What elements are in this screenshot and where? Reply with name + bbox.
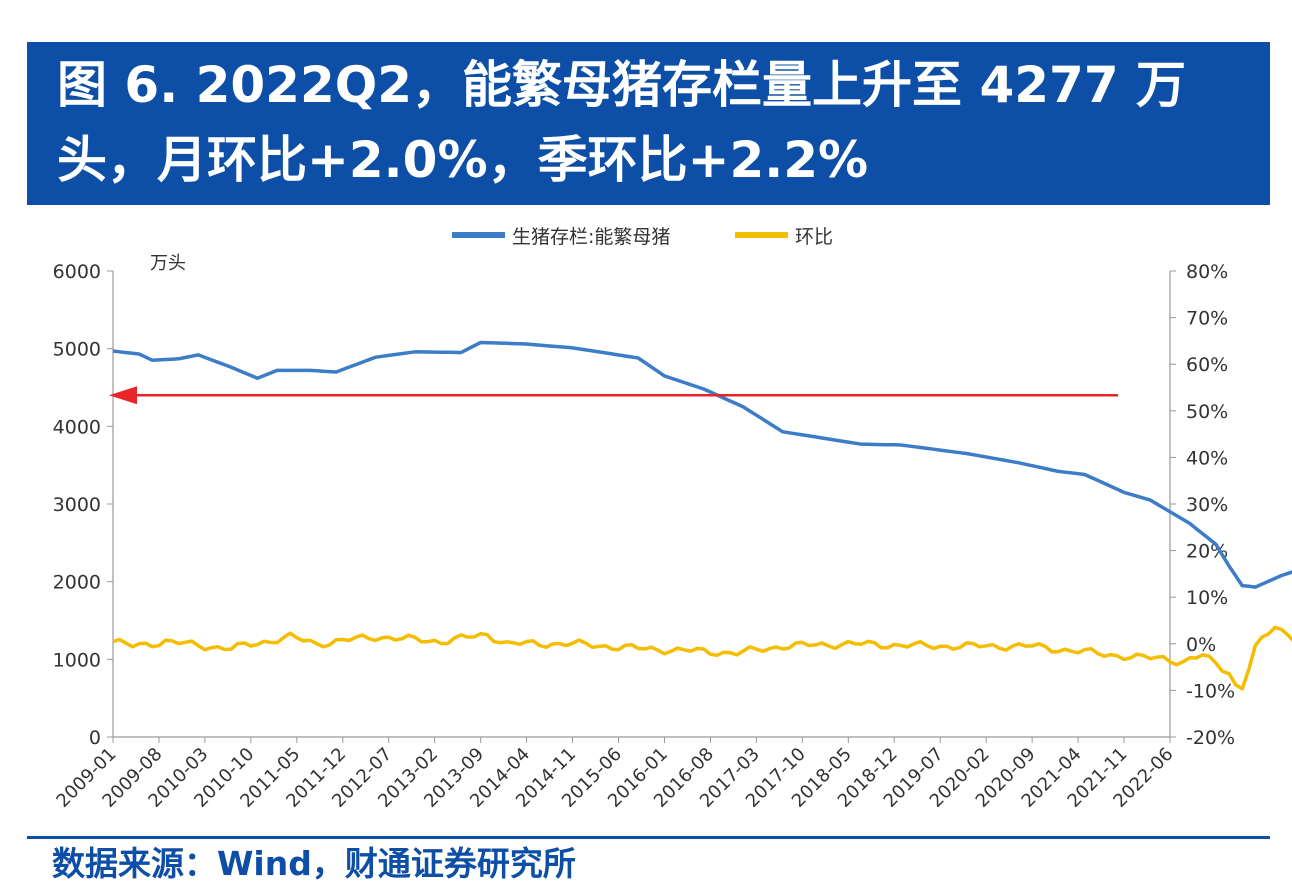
y-left-unit-label: 万头 <box>150 253 186 274</box>
y-left-tick-label: 3000 <box>53 494 101 516</box>
y-left-tick-label: 2000 <box>53 572 101 594</box>
legend-label-inventory: 生猪存栏:能繁母猪 <box>512 226 670 248</box>
y-right-tick-labels: -20%-10%0%10%20%30%40%50%60%70%80% <box>1170 261 1235 749</box>
y-right-tick-label: 40% <box>1186 447 1228 469</box>
title-banner: 图 6. 2022Q2，能繁母猪存栏量上升至 4277 万 头，月环比+2.0%… <box>27 42 1270 205</box>
series-line-mom <box>112 625 1292 691</box>
chart-legend: 生猪存栏:能繁母猪 环比 <box>452 226 833 248</box>
y-right-tick-label: 30% <box>1186 494 1228 516</box>
y-right-tick-label: 60% <box>1186 354 1228 376</box>
source-note: 数据来源：Wind，财通证券研究所 <box>52 844 576 883</box>
chart-title-line-1: 图 6. 2022Q2，能繁母猪存栏量上升至 4277 万 <box>57 56 1187 114</box>
footer-rule <box>27 836 1270 839</box>
y-left-tick-labels: 0 1000 2000 3000 4000 5000 6000 <box>53 261 113 749</box>
y-right-tick-label: 0% <box>1186 634 1216 656</box>
y-left-tick-label: 4000 <box>53 416 101 438</box>
series-line-inventory <box>112 340 1292 589</box>
line-chart: 生猪存栏:能繁母猪 环比 万头 0 1000 2000 3000 4000 5000 600… <box>52 226 1292 812</box>
y-right-tick-label: 50% <box>1186 401 1228 423</box>
y-right-tick-label: 10% <box>1186 587 1228 609</box>
x-tick-labels: 2009-012009-082010-032010-102011-052011-… <box>52 737 1178 812</box>
reference-arrow-head <box>109 386 137 405</box>
y-right-tick-label: -20% <box>1186 727 1235 749</box>
y-left-tick-label: 6000 <box>53 261 101 283</box>
y-left-tick-label: 1000 <box>53 649 101 671</box>
y-left-tick-label: 0 <box>89 727 101 749</box>
y-right-tick-label: 80% <box>1186 261 1228 283</box>
chart-title-line-2: 头，月环比+2.0%，季环比+2.2% <box>57 131 869 189</box>
y-right-tick-label: 70% <box>1186 308 1228 330</box>
legend-label-mom: 环比 <box>795 226 833 248</box>
reference-arrow <box>109 386 1118 405</box>
y-right-tick-label: -10% <box>1186 680 1235 702</box>
y-left-tick-label: 5000 <box>53 339 101 361</box>
